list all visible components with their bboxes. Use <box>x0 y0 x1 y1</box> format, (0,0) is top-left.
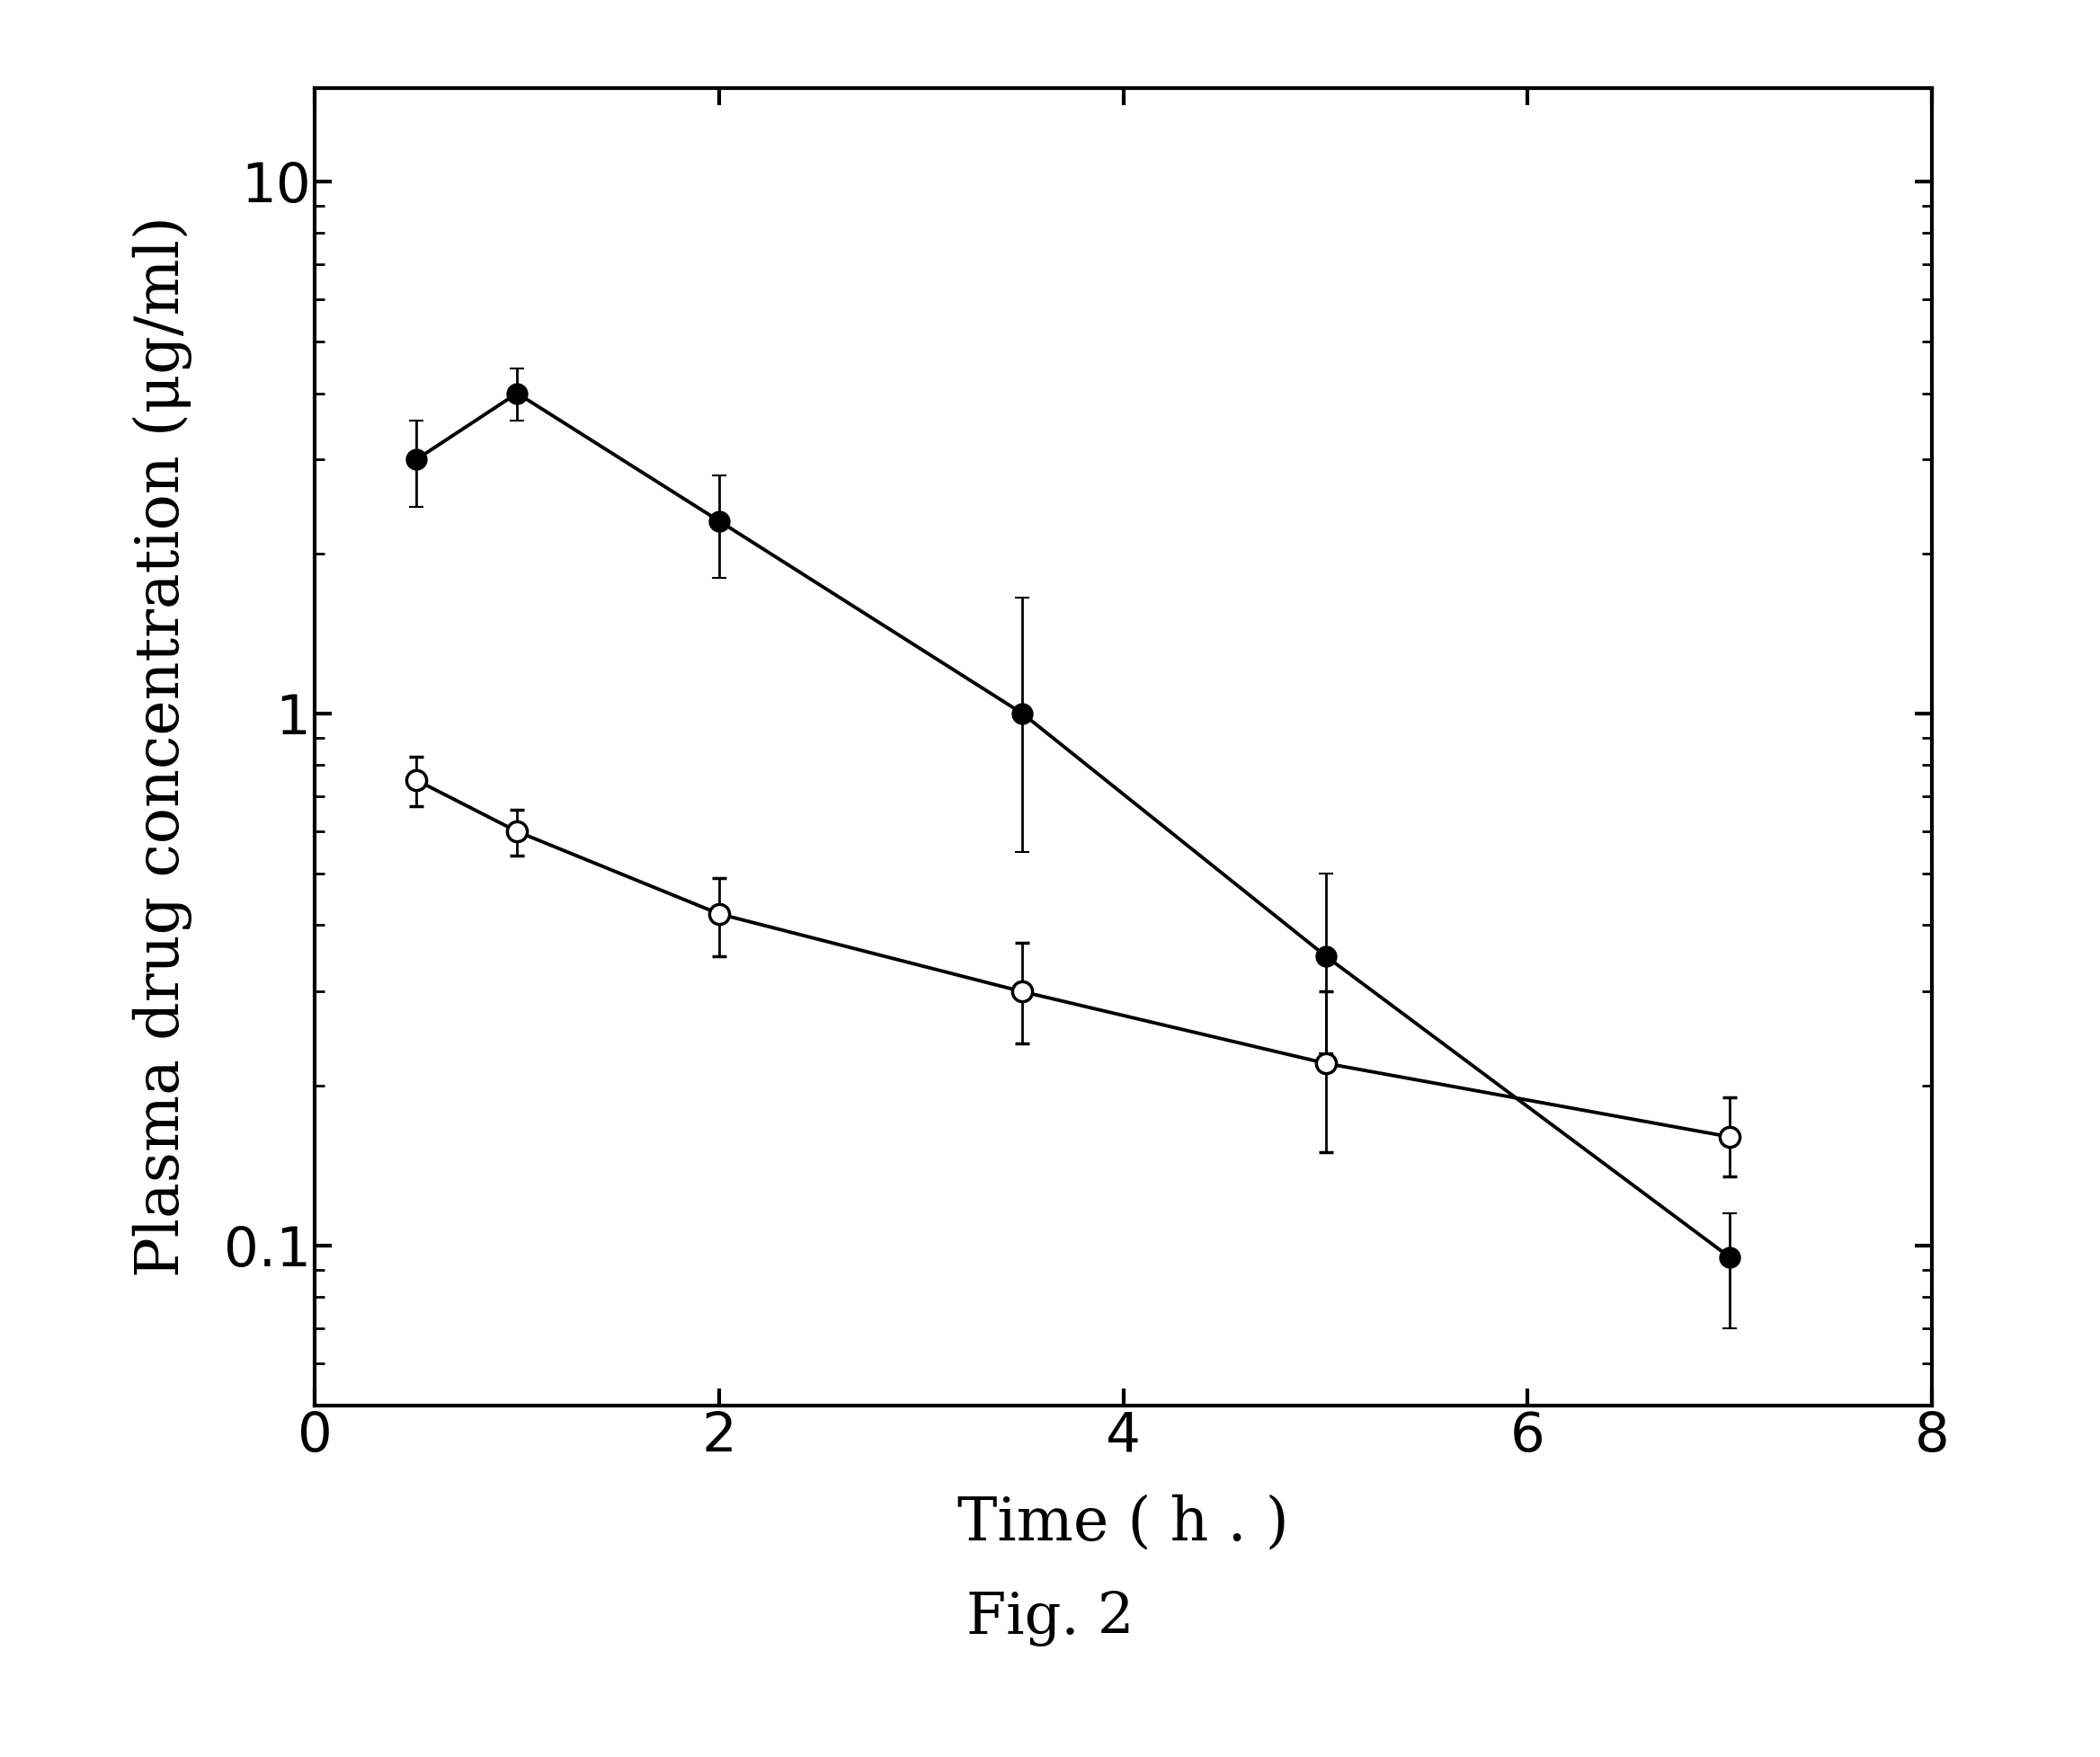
X-axis label: Time ( h . ): Time ( h . ) <box>958 1493 1289 1553</box>
Text: Fig. 2: Fig. 2 <box>966 1590 1134 1646</box>
Y-axis label: Plasma drug concentration (μg/ml): Plasma drug concentration (μg/ml) <box>132 216 193 1277</box>
